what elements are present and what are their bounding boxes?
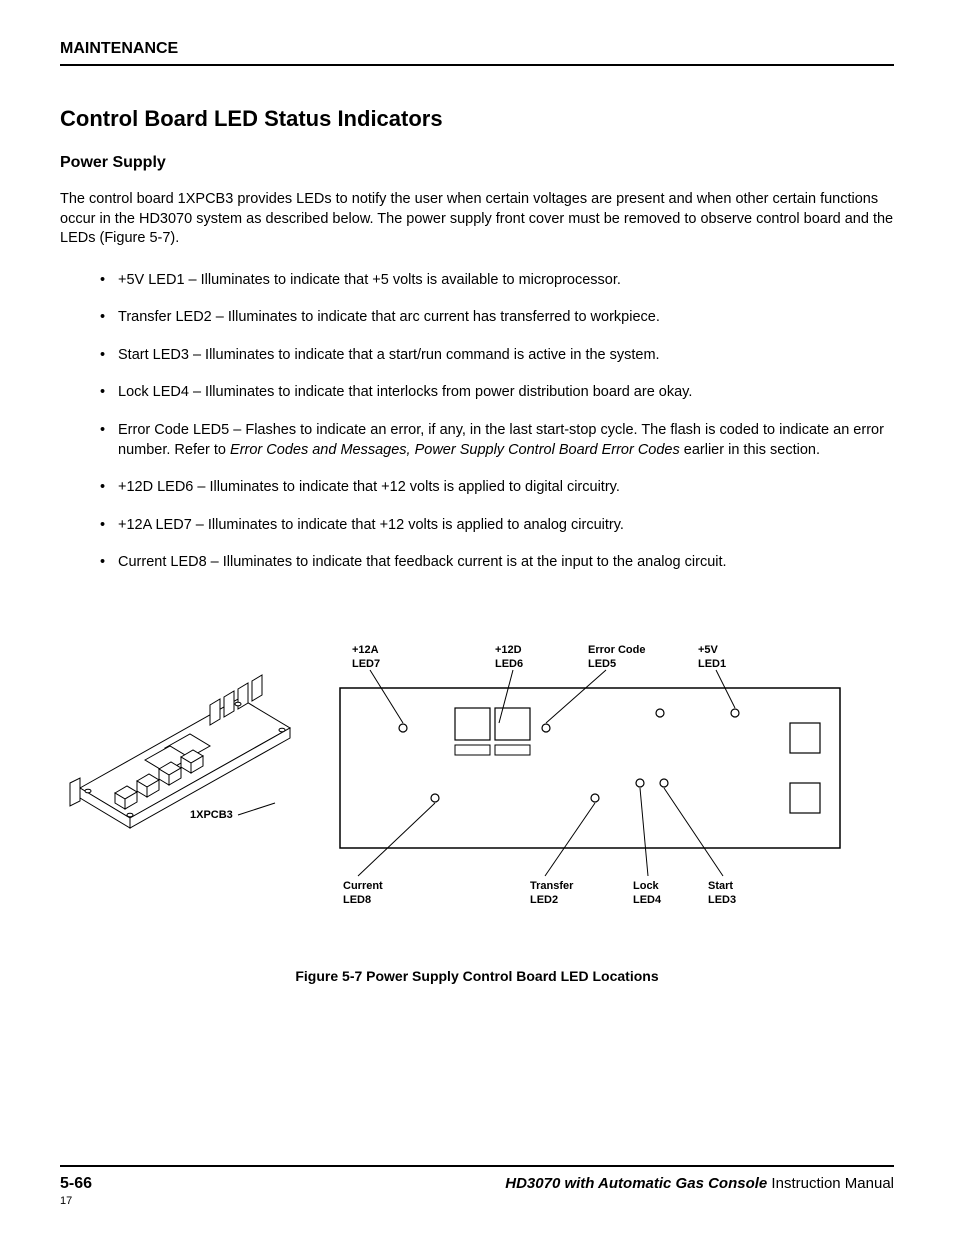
page-header: MAINTENANCE xyxy=(60,40,894,66)
svg-text:LED8: LED8 xyxy=(343,894,371,906)
list-item: +12A LED7 – Illuminates to indicate that… xyxy=(100,516,894,536)
svg-text:+12D: +12D xyxy=(495,644,522,656)
led-list: +5V LED1 – Illuminates to indicate that … xyxy=(60,271,894,573)
section-label: MAINTENANCE xyxy=(60,40,894,58)
list-item: Start LED3 – Illuminates to indicate tha… xyxy=(100,346,894,366)
svg-text:LED3: LED3 xyxy=(708,894,736,906)
list-item: Current LED8 – Illuminates to indicate t… xyxy=(100,553,894,573)
svg-text:LED4: LED4 xyxy=(633,894,662,906)
revision-number: 17 xyxy=(60,1195,894,1207)
svg-text:LED2: LED2 xyxy=(530,894,558,906)
text-italic: Error Codes and Messages, Power Supply C… xyxy=(230,442,680,458)
page-footer: 5-66 HD3070 with Automatic Gas Console I… xyxy=(60,1165,894,1207)
list-item: Error Code LED5 – Flashes to indicate an… xyxy=(100,421,894,460)
svg-text:1XPCB3: 1XPCB3 xyxy=(190,809,233,821)
figure-svg: 1XPCB3 +12A LED7 +12D LED6 Error Code LED5 +5V L… xyxy=(60,633,894,933)
svg-text:LED5: LED5 xyxy=(588,658,616,670)
figure-caption: Figure 5-7 Power Supply Control Board LE… xyxy=(60,968,894,984)
text-post: earlier in this section. xyxy=(680,442,820,458)
svg-text:Lock: Lock xyxy=(633,880,660,892)
footer-rule xyxy=(60,1165,894,1167)
page-subtitle: Power Supply xyxy=(60,154,894,172)
product-name: HD3070 with Automatic Gas Console xyxy=(505,1175,767,1192)
manual-title: HD3070 with Automatic Gas Console Instru… xyxy=(505,1175,894,1192)
svg-text:Start: Start xyxy=(708,880,733,892)
list-item: +12D LED6 – Illuminates to indicate that… xyxy=(100,478,894,498)
svg-text:+5V: +5V xyxy=(698,644,719,656)
svg-text:Error Code: Error Code xyxy=(588,644,645,656)
figure-5-7: 1XPCB3 +12A LED7 +12D LED6 Error Code LED5 +5V L… xyxy=(60,633,894,993)
svg-text:Current: Current xyxy=(343,880,383,892)
list-item: Lock LED4 – Illuminates to indicate that… xyxy=(100,383,894,403)
page-number: 5-66 xyxy=(60,1175,92,1193)
svg-text:Transfer: Transfer xyxy=(530,880,574,892)
page-title: Control Board LED Status Indicators xyxy=(60,106,894,132)
svg-text:LED6: LED6 xyxy=(495,658,523,670)
svg-text:LED7: LED7 xyxy=(352,658,380,670)
list-item: Transfer LED2 – Illuminates to indicate … xyxy=(100,308,894,328)
list-item: +5V LED1 – Illuminates to indicate that … xyxy=(100,271,894,291)
svg-text:LED1: LED1 xyxy=(698,658,726,670)
manual-suffix: Instruction Manual xyxy=(767,1175,894,1192)
svg-text:+12A: +12A xyxy=(352,644,379,656)
intro-paragraph: The control board 1XPCB3 provides LEDs t… xyxy=(60,190,894,249)
